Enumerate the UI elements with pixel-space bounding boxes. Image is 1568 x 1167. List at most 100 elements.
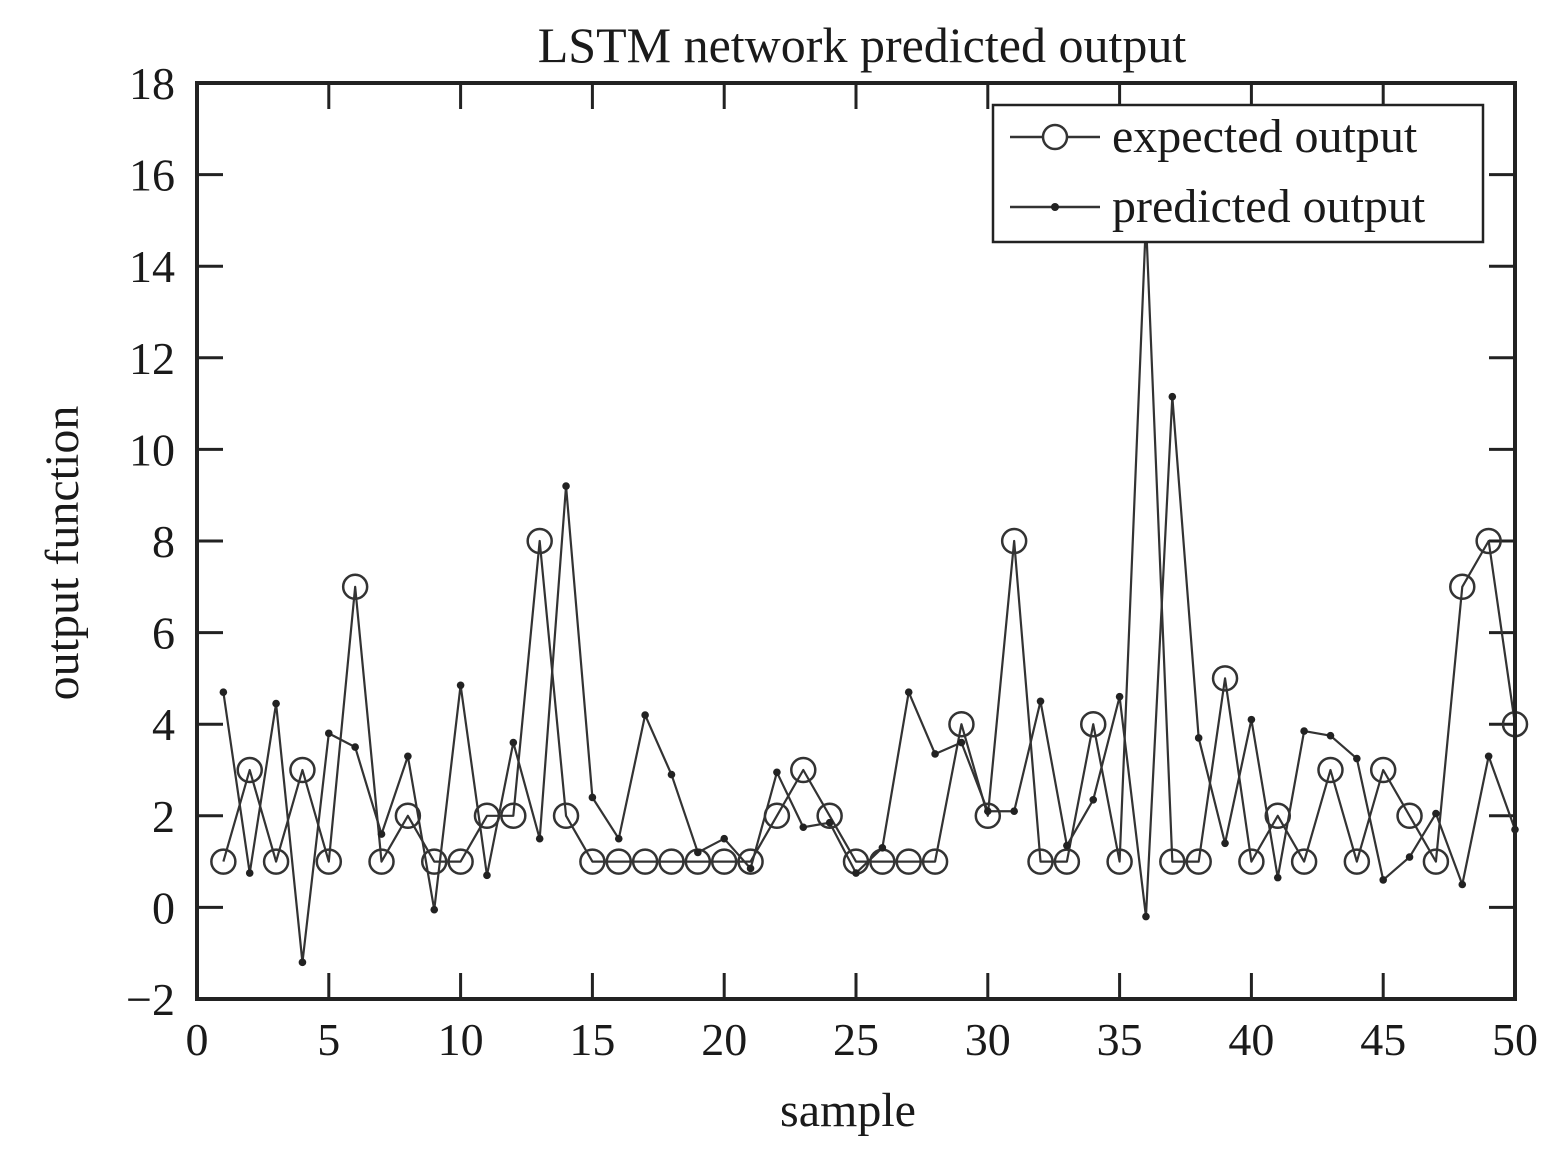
point-expected-output-47 [1422, 848, 1450, 875]
point-expected-output-15 [579, 848, 606, 875]
point-expected-output-31 [1000, 527, 1028, 555]
point-predicted-output-22 [773, 768, 781, 777]
point-expected-output-5 [315, 848, 343, 875]
point-expected-output-32 [1027, 848, 1054, 875]
point-predicted-output-3 [272, 699, 280, 708]
x-tick-label-45: 45 [1360, 1014, 1406, 1065]
point-expected-output-30 [974, 802, 1002, 830]
point-predicted-output-25 [852, 869, 860, 877]
point-predicted-output-6 [351, 743, 359, 751]
x-tick-label-35: 35 [1097, 1014, 1143, 1065]
point-predicted-output-8 [404, 752, 412, 761]
point-expected-output-33 [1053, 848, 1081, 875]
point-predicted-output-43 [1326, 731, 1335, 740]
point-expected-output-20 [710, 848, 738, 875]
x-tick-label-25: 25 [833, 1014, 879, 1065]
point-expected-output-16 [605, 848, 633, 875]
x-tick-label-30: 30 [965, 1014, 1011, 1065]
point-predicted-output-31 [1010, 807, 1018, 816]
point-predicted-output-20 [720, 834, 728, 843]
point-predicted-output-15 [588, 793, 597, 802]
point-expected-output-3 [262, 848, 290, 875]
y-tick-label-6: 6 [152, 608, 175, 659]
point-predicted-output-2 [245, 869, 254, 877]
y-tick-label-10: 10 [129, 424, 175, 475]
point-expected-output-17 [631, 848, 659, 875]
point-predicted-output-46 [1405, 853, 1414, 861]
point-predicted-output-17 [641, 711, 649, 719]
chart-title: LSTM network predicted output [538, 17, 1187, 73]
x-tick-label-15: 15 [569, 1014, 615, 1065]
y-tick-label-14: 14 [129, 241, 175, 292]
point-expected-output-6 [341, 573, 369, 601]
point-expected-output-42 [1290, 848, 1318, 875]
point-predicted-output-35 [1115, 692, 1124, 701]
y-tick-label--2: −2 [126, 974, 175, 1025]
legend-label-predicted: predicted output [1112, 180, 1426, 233]
point-predicted-output-18 [667, 770, 676, 779]
point-expected-output-12 [500, 802, 527, 830]
point-expected-output-4 [289, 756, 316, 784]
point-expected-output-14 [552, 802, 580, 830]
point-expected-output-40 [1238, 848, 1265, 875]
point-expected-output-7 [368, 848, 395, 875]
y-tick-label-4: 4 [152, 699, 175, 750]
point-expected-output-24 [816, 802, 843, 830]
x-tick-label-10: 10 [438, 1014, 484, 1065]
x-axis-label: sample [780, 1084, 916, 1137]
point-predicted-output-19 [694, 848, 702, 857]
point-expected-output-46 [1396, 802, 1423, 830]
x-tick-label-40: 40 [1228, 1014, 1274, 1065]
point-expected-output-45 [1369, 756, 1397, 784]
point-expected-output-29 [948, 710, 975, 738]
point-predicted-output-47 [1432, 809, 1440, 818]
legend-marker-predicted [1051, 203, 1059, 211]
point-predicted-output-39 [1221, 839, 1229, 848]
point-predicted-output-36 [1142, 912, 1150, 921]
point-expected-output-28 [921, 848, 949, 875]
point-predicted-output-30 [984, 807, 992, 816]
point-expected-output-1 [210, 848, 237, 875]
point-predicted-output-4 [298, 958, 307, 967]
point-predicted-output-38 [1194, 734, 1203, 742]
point-predicted-output-1 [219, 688, 228, 696]
point-predicted-output-14 [562, 482, 570, 490]
point-expected-output-39 [1211, 665, 1239, 692]
point-expected-output-37 [1159, 848, 1186, 875]
legend-marker-expected [1041, 123, 1069, 151]
x-tick-label-0: 0 [186, 1014, 209, 1065]
point-predicted-output-13 [535, 834, 544, 843]
legend: expected output predicted output [991, 103, 1485, 244]
point-predicted-output-12 [509, 738, 518, 747]
point-predicted-output-27 [904, 688, 913, 696]
point-predicted-output-45 [1379, 876, 1387, 884]
point-predicted-output-9 [430, 905, 439, 914]
point-predicted-output-42 [1300, 727, 1308, 735]
point-predicted-output-44 [1353, 754, 1361, 763]
plot-area-frame [195, 81, 1517, 1001]
point-expected-output-48 [1449, 573, 1476, 601]
point-expected-output-8 [394, 802, 422, 830]
point-expected-output-18 [658, 848, 685, 875]
y-axis-label: output function [36, 406, 89, 701]
point-expected-output-44 [1343, 848, 1371, 875]
point-predicted-output-49 [1484, 752, 1493, 761]
point-expected-output-27 [895, 848, 922, 875]
point-expected-output-2 [236, 756, 263, 784]
legend-box [991, 103, 1485, 244]
series-layer [210, 207, 1529, 967]
x-tick-label-20: 20 [701, 1014, 747, 1065]
point-predicted-output-37 [1168, 392, 1177, 401]
y-tick-label-8: 8 [152, 516, 175, 567]
point-predicted-output-26 [878, 844, 887, 852]
point-predicted-output-11 [483, 871, 491, 880]
point-predicted-output-5 [325, 729, 333, 738]
point-predicted-output-16 [614, 834, 623, 843]
point-predicted-output-10 [456, 681, 465, 690]
point-expected-output-10 [447, 848, 474, 875]
point-expected-output-9 [420, 848, 448, 875]
point-expected-output-23 [790, 756, 817, 784]
point-predicted-output-21 [746, 864, 755, 873]
